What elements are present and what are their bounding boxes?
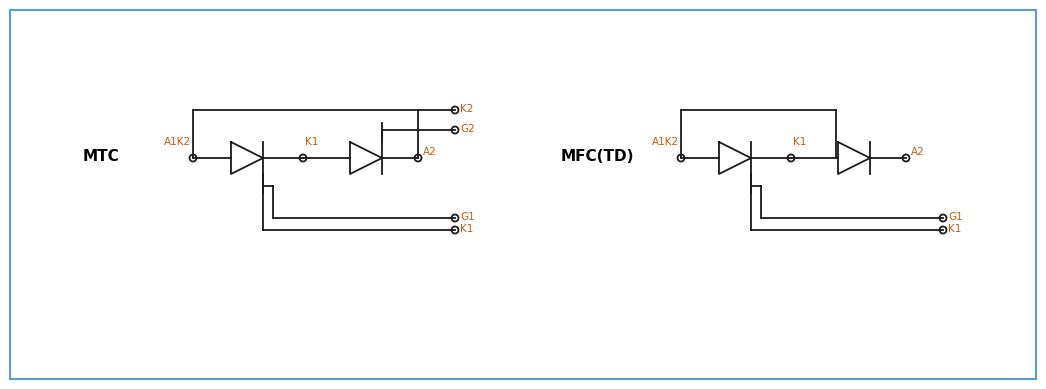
Text: A2: A2 xyxy=(911,147,925,157)
Text: A2: A2 xyxy=(423,147,437,157)
Text: A1K2: A1K2 xyxy=(652,137,679,147)
Text: G2: G2 xyxy=(460,124,475,134)
Text: MFC(TD): MFC(TD) xyxy=(561,149,635,163)
Text: G1: G1 xyxy=(948,212,962,222)
Text: K1: K1 xyxy=(305,137,318,147)
Text: K1: K1 xyxy=(948,224,961,234)
FancyBboxPatch shape xyxy=(10,10,1036,379)
Text: K2: K2 xyxy=(460,104,474,114)
Text: MTC: MTC xyxy=(83,149,119,163)
Text: G1: G1 xyxy=(460,212,475,222)
Text: A1K2: A1K2 xyxy=(164,137,191,147)
Text: K1: K1 xyxy=(793,137,806,147)
Text: K1: K1 xyxy=(460,224,474,234)
